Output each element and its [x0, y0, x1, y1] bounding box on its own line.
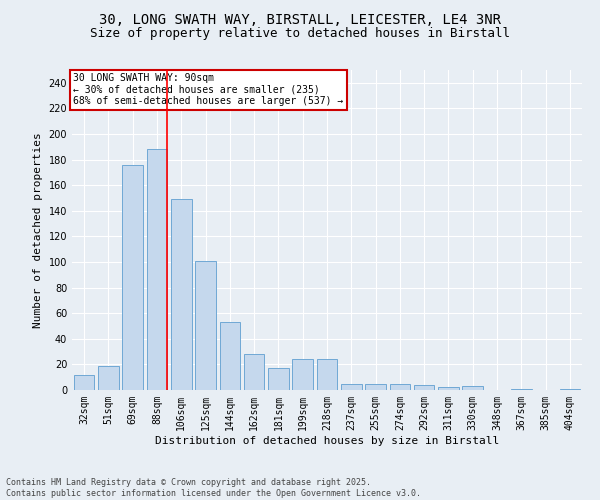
Text: Size of property relative to detached houses in Birstall: Size of property relative to detached ho…	[90, 28, 510, 40]
Bar	[560, 388, 580, 390]
Bar	[438, 388, 459, 390]
Text: 30 LONG SWATH WAY: 90sqm
← 30% of detached houses are smaller (235)
68% of semi-: 30 LONG SWATH WAY: 90sqm ← 30% of detach…	[73, 73, 343, 106]
Y-axis label: Number of detached properties: Number of detached properties	[33, 132, 43, 328]
Bar	[268, 368, 289, 390]
Bar	[171, 200, 191, 390]
Bar	[146, 150, 167, 390]
Bar	[98, 366, 119, 390]
Bar	[414, 385, 434, 390]
Text: 30, LONG SWATH WAY, BIRSTALL, LEICESTER, LE4 3NR: 30, LONG SWATH WAY, BIRSTALL, LEICESTER,…	[99, 12, 501, 26]
Bar	[220, 322, 240, 390]
Bar	[244, 354, 265, 390]
Bar	[122, 164, 143, 390]
Bar	[463, 386, 483, 390]
Text: Contains HM Land Registry data © Crown copyright and database right 2025.
Contai: Contains HM Land Registry data © Crown c…	[6, 478, 421, 498]
Bar	[195, 260, 216, 390]
Bar	[511, 388, 532, 390]
Bar	[365, 384, 386, 390]
Bar	[292, 360, 313, 390]
Bar	[341, 384, 362, 390]
X-axis label: Distribution of detached houses by size in Birstall: Distribution of detached houses by size …	[155, 436, 499, 446]
Bar	[317, 360, 337, 390]
Bar	[74, 374, 94, 390]
Bar	[389, 384, 410, 390]
